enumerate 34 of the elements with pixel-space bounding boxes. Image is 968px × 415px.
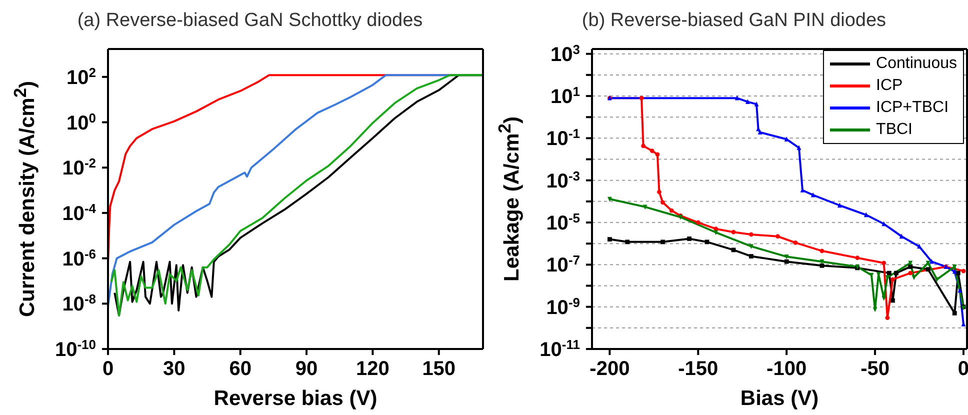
legend-label: ICP+TBCI: [876, 99, 949, 117]
y-tick-label: 10$^{-1}$: [546, 126, 580, 150]
y-tick-label: 10$^{2}$: [66, 64, 96, 89]
y-tick-label: 10$^{-2}$: [62, 155, 96, 180]
x-tick-label: 30: [163, 358, 186, 380]
x-tick-label: 0: [102, 358, 114, 380]
legend-label: TBCI: [876, 121, 912, 139]
y-tick-label: 10$^{-10}$: [54, 336, 96, 361]
y-tick-label: 10$^{-5}$: [546, 210, 580, 235]
x-tick-label: 0: [958, 358, 968, 380]
chart-title: (a) Reverse-biased GaN Schottky diodes: [76, 10, 424, 32]
y-tick-label: 10$^{-9}$: [546, 294, 580, 319]
x-tick-label: -200: [590, 358, 630, 380]
x-axis-title: Reverse bias (V): [214, 387, 378, 410]
y-tick-label: 10$^{3}$: [550, 41, 580, 66]
x-tick-label: -50: [860, 358, 890, 380]
legend-label: ICP: [876, 77, 903, 95]
y-tick-label: 10$^{-4}$: [62, 200, 97, 225]
x-tick-label: 60: [229, 358, 252, 380]
y-tick-label: 10$^{-6}$: [62, 246, 96, 270]
y-tick-label: 10$^{-7}$: [546, 252, 580, 277]
x-tick-label: -100: [766, 358, 807, 380]
y-tick-label: 10$^{1}$: [550, 84, 580, 108]
legend-label: Continuous: [876, 55, 957, 73]
y-tick-label: 10$^{-11}$: [540, 336, 580, 361]
y-tick-label: 10$^{0}$: [66, 110, 96, 134]
y-tick-label: 10$^{-8}$: [62, 291, 96, 316]
x-tick-label: 90: [295, 358, 318, 380]
x-tick-label: 120: [356, 358, 390, 380]
x-tick-label: 150: [422, 358, 456, 380]
x-tick-label: -150: [678, 358, 718, 380]
x-axis-title: Bias (V): [740, 387, 819, 410]
chart-title: (b) Reverse-biased GaN PIN diodes: [580, 10, 888, 32]
y-tick-label: 10$^{-3}$: [546, 168, 580, 192]
